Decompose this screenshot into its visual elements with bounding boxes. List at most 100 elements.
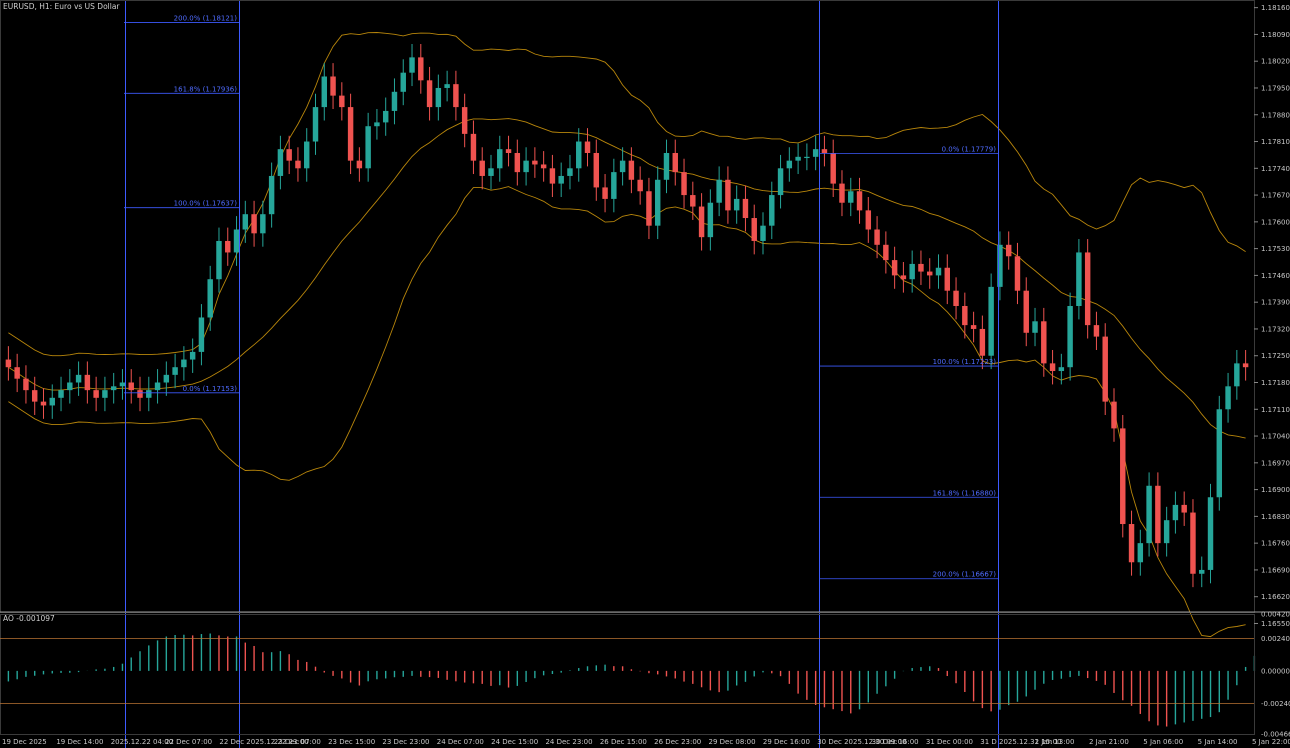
price-tick-label: 1.17110 [1261, 406, 1290, 414]
candle-body [102, 390, 108, 398]
candle-body [777, 168, 784, 196]
time-tick-label: 23 Dec 07:00 [274, 738, 321, 746]
candle-body [198, 317, 205, 352]
candle-body [707, 202, 714, 238]
candle-body [31, 390, 38, 402]
candle-body [540, 164, 547, 169]
candle-body [874, 229, 880, 245]
candle-body [216, 240, 222, 280]
ao-tick-label: 0.004201 [1261, 611, 1290, 619]
time-tick-label: 23 Dec 23:00 [382, 738, 429, 746]
candle-body [523, 160, 529, 173]
candle-body [321, 76, 327, 108]
candle-body [1199, 569, 1205, 574]
candle-body [1234, 363, 1240, 387]
candle-body [918, 263, 924, 272]
candle-body [137, 390, 143, 398]
candle-body [339, 95, 345, 108]
candle-body [532, 160, 538, 165]
candle-body [391, 91, 398, 111]
candle-body [374, 122, 380, 127]
candle-body [189, 351, 196, 360]
candle-body [751, 218, 757, 241]
candle-body [733, 198, 740, 211]
ao-pane-frame [0, 614, 1255, 735]
candle-body [593, 153, 600, 188]
time-tick-label: 22 Dec 07:00 [165, 738, 212, 746]
candle-body [690, 195, 696, 207]
fib-level-label: 100.0% (1.17637) [174, 200, 238, 208]
candle-body [23, 378, 29, 391]
fibonacci-levels[interactable]: 200.0% (1.18121) 161.8% (1.17936) 100.0% (… [124, 15, 999, 580]
candle-body [725, 179, 731, 211]
time-tick-label: 29 Dec 08:00 [709, 738, 756, 746]
candle-body [997, 244, 1003, 287]
price-tick-label: 1.16690 [1261, 566, 1290, 574]
candle-body [1190, 512, 1196, 574]
vertical-lines[interactable] [125, 0, 999, 748]
fib-level-label: 0.0% (1.17153) [183, 385, 238, 393]
price-tick-label: 1.16760 [1261, 540, 1290, 548]
candle-body [251, 214, 257, 234]
candle-body [444, 84, 450, 88]
time-tick-label: 5 Jan 06:00 [1143, 738, 1183, 746]
candle-body [619, 160, 626, 173]
candle-body [67, 382, 73, 391]
candle-body [365, 126, 371, 169]
candle-body [514, 153, 521, 173]
time-tick-label: 19 Dec 2025 [2, 738, 47, 746]
fib-level-label: 161.8% (1.17936) [174, 85, 238, 93]
candle-body [356, 160, 363, 169]
candle-body [576, 141, 582, 169]
candle-body [804, 156, 810, 159]
time-tick-label: 2025.12.22 04:00 [111, 738, 173, 746]
candle-body [435, 87, 442, 108]
candle-body [830, 153, 836, 184]
candle-body [935, 267, 942, 276]
candle-body [1084, 252, 1091, 326]
candle-body [40, 401, 47, 406]
band-mid [8, 118, 1246, 439]
candle-body [637, 179, 643, 192]
time-tick-label: 31 Dec 00:00 [926, 738, 973, 746]
candle-body [470, 133, 477, 161]
time-tick-label: 30 Dec 16:00 [872, 738, 919, 746]
price-tick-label: 1.16970 [1261, 459, 1290, 467]
time-tick-label: 26 Dec 15:00 [600, 738, 647, 746]
candle-body [663, 153, 670, 180]
ao-tick-label: 0.000000 [1261, 667, 1290, 675]
candle-body [839, 183, 845, 203]
candle-body [181, 359, 187, 368]
candles [5, 43, 1249, 588]
candle-body [268, 175, 275, 215]
candle-body [1058, 367, 1065, 372]
price-tick-label: 1.17880 [1261, 111, 1290, 119]
price-tick-label: 1.17670 [1261, 192, 1290, 200]
candle-body [812, 149, 819, 157]
candle-body [409, 57, 415, 73]
price-tick-label: 1.17530 [1261, 245, 1290, 253]
price-tick-label: 1.17180 [1261, 379, 1290, 387]
candle-body [488, 168, 494, 176]
candle-body [558, 175, 564, 184]
chart-title: EURUSD, H1: Euro vs US Dollar [3, 2, 120, 11]
fib-level-label: 200.0% (1.18121) [174, 15, 238, 23]
candle-body [75, 374, 82, 383]
price-tick-label: 1.18090 [1261, 31, 1290, 39]
fib-level-label: 200.0% (1.16667) [933, 571, 997, 579]
candle-body [172, 367, 178, 375]
time-tick-label: 19 Dec 14:00 [56, 738, 103, 746]
candle-body [549, 168, 556, 184]
fib-level-label: 100.0% (1.17223) [933, 358, 997, 366]
price-tick-label: 1.17320 [1261, 325, 1290, 333]
candle-body [277, 149, 284, 176]
candle-body [1242, 363, 1249, 368]
price-bands [8, 32, 1246, 638]
candle-body [479, 160, 485, 176]
time-tick-label: 2 Jan 13:00 [1035, 738, 1075, 746]
candle-body [646, 191, 652, 226]
candle-body [497, 149, 503, 169]
candle-body [1014, 256, 1021, 291]
candle-body [1067, 306, 1073, 368]
